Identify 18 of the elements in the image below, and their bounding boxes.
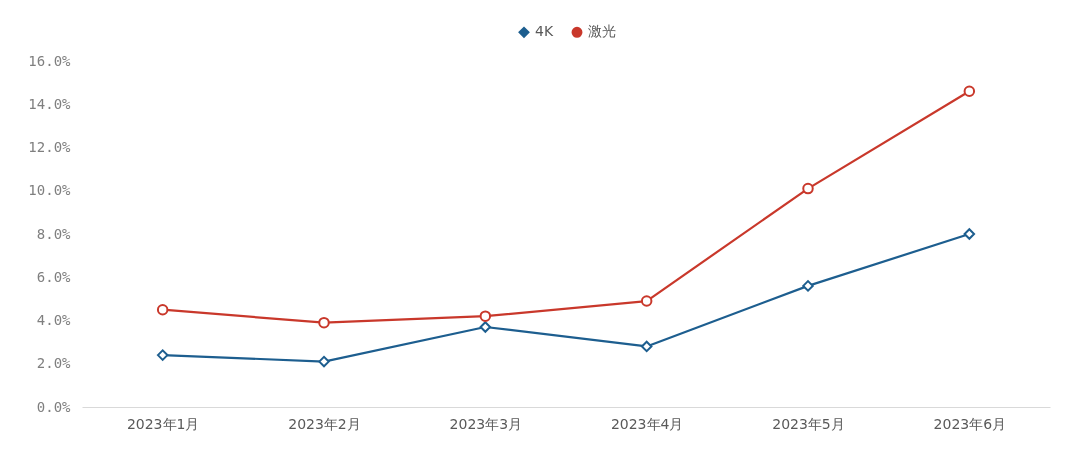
legend-label: 激光 [588, 23, 616, 40]
x-tick-label: 2023年6月 [933, 415, 1007, 432]
x-tick-label: 2023年4月 [610, 415, 684, 432]
y-tick-label: 16.0% [28, 52, 72, 69]
y-tick-label: 12.0% [28, 139, 72, 155]
point [963, 85, 976, 98]
y-tick-label: 0.0% [36, 398, 72, 415]
x-tick-label: 2023年2月 [288, 415, 361, 432]
y-tick-label: 2.0% [36, 355, 72, 372]
x-tick-label: 2023年1月 [126, 415, 200, 432]
legend-label: 4K [535, 23, 554, 40]
y-tick-label: 10.0% [28, 182, 72, 199]
y-tick-label: 6.0% [36, 268, 72, 285]
y-tick-label: 14.0% [28, 95, 72, 112]
y-tick-label: 4.0% [36, 312, 72, 328]
y-tick-label: 8.0% [36, 225, 72, 242]
x-tick-label: 2023年5月 [772, 415, 845, 432]
x-tick-label: 2023年3月 [449, 415, 523, 432]
